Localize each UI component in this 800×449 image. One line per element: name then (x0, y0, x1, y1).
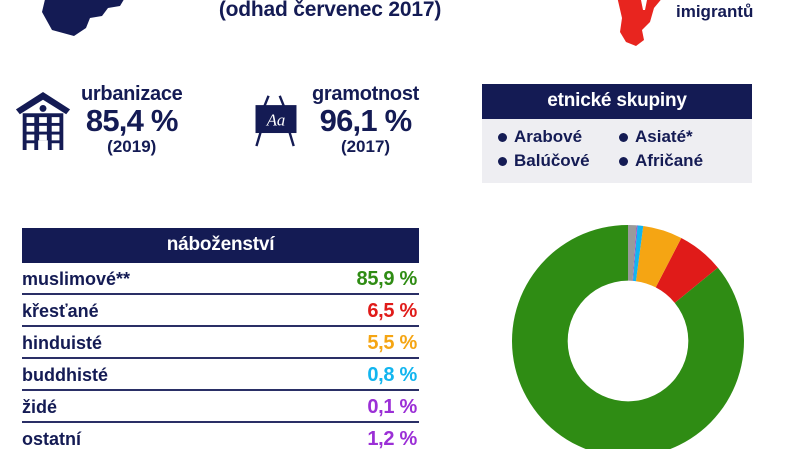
donut-slice (632, 225, 644, 282)
religion-label: muslimové** (22, 269, 131, 289)
religion-label: židé (22, 397, 58, 417)
stat-year: (2019) (107, 137, 157, 156)
ethnic-groups-list: Arabové Asiaté* Balúčové Afričané (482, 119, 752, 183)
population-estimate-label: (odhad červenec 2017) (218, 0, 442, 21)
easel-aa-icon: Aa (249, 90, 303, 155)
list-item: Asiaté* (619, 127, 736, 147)
religion-value: 0,8 % (367, 364, 417, 386)
religion-label: buddhisté (22, 365, 108, 385)
religion-table: náboženství muslimové** 85,9 % křesťané … (22, 228, 419, 449)
bullet-dot-icon (498, 156, 507, 166)
stat-label: urbanizace (81, 83, 183, 105)
religion-value: 6,5 % (367, 300, 417, 322)
donut-slice (628, 225, 637, 281)
donut-slice (512, 225, 744, 449)
bullet-dot-icon (498, 132, 507, 142)
table-row: muslimové** 85,9 % (22, 263, 419, 295)
stat-value: 85,4 % (85, 103, 179, 138)
building-icon (14, 90, 72, 157)
country-outline-navy-icon (34, 0, 154, 46)
svg-text:Aa: Aa (266, 111, 286, 130)
religion-label: křesťané (22, 301, 99, 321)
ethnic-group-label: Arabové (514, 127, 583, 146)
immigrants-label: imigrantů (676, 2, 754, 21)
religion-value: 5,5 % (367, 332, 417, 354)
table-row: židé 0,1 % (22, 391, 419, 423)
stat-value: 96,1 % (319, 103, 413, 138)
table-row: hinduisté 5,5 % (22, 327, 419, 359)
religion-value: 85,9 % (356, 268, 418, 290)
ethnic-groups-title: etnické skupiny (482, 84, 752, 119)
religion-table-title: náboženství (22, 228, 419, 263)
donut-slice (635, 226, 682, 288)
donut-slice (655, 237, 718, 303)
donut-slice (632, 225, 638, 281)
stat-year: (2017) (340, 137, 391, 156)
list-item: Balúčové (498, 151, 615, 171)
list-item: Afričané (619, 151, 736, 171)
religion-value: 0,1 % (367, 396, 417, 418)
bullet-dot-icon (619, 156, 628, 166)
table-row: křesťané 6,5 % (22, 295, 419, 327)
list-item: Arabové (498, 127, 615, 147)
ethnic-group-label: Afričané (635, 151, 704, 170)
stat-urbanization: urbanizace 85,4 % (2019) (14, 83, 183, 157)
stat-label: gramotnost (312, 83, 420, 105)
religion-label: ostatní (22, 429, 82, 449)
ethnic-groups-card: etnické skupiny Arabové Asiaté* Balúčové… (482, 84, 752, 183)
ethnic-group-label: Balúčové (514, 151, 590, 170)
religion-label: hinduisté (22, 333, 102, 353)
stat-literacy: Aa gramotnost 96,1 % (2017) (249, 84, 419, 155)
bullet-dot-icon (619, 132, 628, 142)
religion-donut-chart (506, 219, 750, 449)
country-outline-red-icon (614, 0, 676, 48)
ethnic-group-label: Asiaté* (635, 127, 693, 146)
religion-value: 1,2 % (367, 428, 417, 449)
table-row: ostatní 1,2 % (22, 423, 419, 449)
table-row: buddhisté 0,8 % (22, 359, 419, 391)
